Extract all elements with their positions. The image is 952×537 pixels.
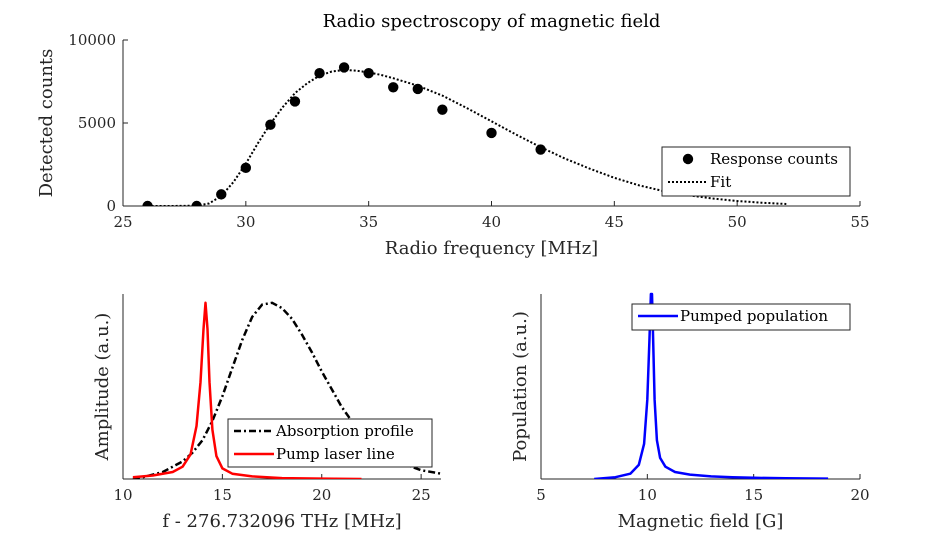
y-axis-title: Population (a.u.) xyxy=(510,311,531,462)
x-tick-label: 50 xyxy=(728,213,747,231)
y-tick-label: 0 xyxy=(106,197,116,215)
top-chart-panel: 25 30 35 40 45 50 55 0 5000 10000 Radio spectrosco… xyxy=(36,11,870,259)
x-tick-label: 55 xyxy=(850,213,869,231)
x-tick-label: 20 xyxy=(850,486,869,504)
bottom-right-chart-panel: 5 10 15 20 Magnetic field [G] Population (a.u… xyxy=(510,292,870,532)
legend-label: Fit xyxy=(710,173,731,191)
y-tick-label: 10000 xyxy=(68,31,116,49)
legend-label: Absorption profile xyxy=(275,422,414,440)
x-tick-label: 25 xyxy=(113,213,132,231)
legend-box xyxy=(661,146,851,197)
data-point xyxy=(486,127,497,139)
x-tick-label: 5 xyxy=(536,486,546,504)
data-point xyxy=(191,200,202,206)
x-tick-label: 35 xyxy=(359,213,378,231)
x-tick-label: 10 xyxy=(113,486,132,504)
y-axis-title: Detected counts xyxy=(36,49,57,198)
data-point xyxy=(363,68,374,79)
legend-label: Response counts xyxy=(710,150,838,168)
series-line xyxy=(132,301,362,479)
x-tick-label: 20 xyxy=(312,486,331,504)
chart-title: Radio spectroscopy of magnetic field xyxy=(323,11,661,32)
x-axis-title: Radio frequency [MHz] xyxy=(385,238,598,259)
x-tick-label: 15 xyxy=(213,486,232,504)
data-point xyxy=(388,82,399,93)
x-tick-label: 25 xyxy=(412,486,431,504)
data-point xyxy=(314,68,325,79)
data-point xyxy=(535,144,546,155)
data-point xyxy=(216,189,227,200)
legend: Absorption profile Pump laser line xyxy=(227,418,433,468)
legend-box xyxy=(227,418,433,468)
x-tick-label: 40 xyxy=(482,213,501,231)
plot-area xyxy=(594,292,829,479)
x-tick-label: 10 xyxy=(638,486,657,504)
x-tick-label: 45 xyxy=(605,213,624,231)
data-point xyxy=(142,200,153,206)
data-point xyxy=(240,162,252,174)
legend-label: Pumped population xyxy=(680,307,828,325)
y-tick-label: 5000 xyxy=(78,114,116,132)
x-tick-label: 15 xyxy=(744,486,763,504)
data-point xyxy=(437,104,448,115)
y-axis-title: Amplitude (a.u.) xyxy=(92,313,113,462)
legend-marker xyxy=(682,153,694,165)
legend-label: Pump laser line xyxy=(276,445,395,463)
x-tick-label: 30 xyxy=(236,213,255,231)
series-line xyxy=(594,292,829,479)
data-point xyxy=(289,96,301,107)
x-axis-title: Magnetic field [G] xyxy=(618,511,784,532)
plot-area xyxy=(142,62,787,206)
data-point xyxy=(265,119,276,130)
x-axis-title: f - 276.732096 THz [MHz] xyxy=(162,511,401,532)
bottom-left-chart-panel: 10 15 20 25 f - 276.732096 THz [MHz] Amplitud… xyxy=(92,294,441,532)
legend: Pumped population xyxy=(631,303,851,331)
series-line xyxy=(147,68,787,206)
data-point xyxy=(338,62,350,73)
legend: Response counts Fit xyxy=(661,146,851,197)
